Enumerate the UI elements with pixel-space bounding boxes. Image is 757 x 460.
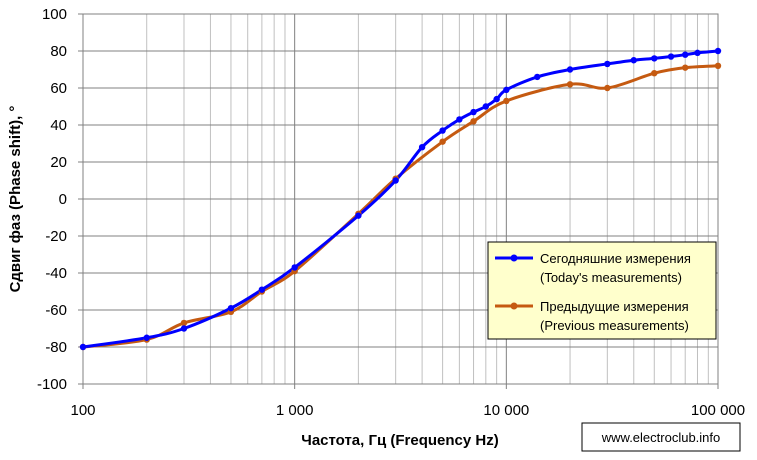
data-point-today xyxy=(482,103,490,110)
watermark-text: www.electroclub.info xyxy=(601,430,721,445)
data-point-today xyxy=(470,108,477,116)
data-point-today xyxy=(667,53,675,60)
y-tick-label: -60 xyxy=(45,302,67,319)
x-tick-label: 100 000 xyxy=(691,402,745,419)
data-point-today xyxy=(566,66,574,73)
y-tick-label: -100 xyxy=(37,376,67,393)
data-point-today xyxy=(79,343,87,351)
x-tick-label: 1 000 xyxy=(276,402,314,419)
data-point-today xyxy=(682,51,689,58)
legend-today-marker xyxy=(510,254,518,262)
data-point-today xyxy=(439,127,446,134)
data-point-today xyxy=(392,177,399,184)
y-axis-label: Сдвиг фаз (Phase shift), ° xyxy=(7,106,24,293)
series-line-previous xyxy=(82,64,719,349)
data-point-today xyxy=(227,304,235,312)
data-point-today xyxy=(714,47,722,55)
data-point-previous xyxy=(470,118,477,125)
data-point-previous xyxy=(651,70,658,77)
y-tick-label: 40 xyxy=(50,117,67,134)
data-point-today xyxy=(651,55,658,62)
legend-today-label-1: Сегодняшние измерения xyxy=(540,251,691,266)
y-tick-label: -80 xyxy=(45,339,67,356)
data-point-today xyxy=(143,334,150,341)
data-point-today xyxy=(180,325,188,332)
data-point-today xyxy=(493,95,500,103)
data-point-previous xyxy=(682,64,689,71)
legend-previous-marker xyxy=(510,302,518,310)
x-tick-label: 10 000 xyxy=(483,402,529,419)
data-point-previous xyxy=(180,319,188,327)
x-axis-label: Частота, Гц (Frequency Hz) xyxy=(301,432,498,449)
x-tick-label: 100 xyxy=(70,402,95,419)
data-point-today xyxy=(418,144,426,151)
data-point-today xyxy=(291,264,298,271)
y-tick-label: -40 xyxy=(45,265,67,282)
y-tick-label: 80 xyxy=(50,43,67,60)
data-point-previous xyxy=(439,138,446,145)
y-tick-label: 100 xyxy=(42,6,67,23)
data-point-today xyxy=(604,60,611,68)
data-point-today xyxy=(694,49,701,57)
data-point-today xyxy=(630,57,637,64)
data-point-today xyxy=(355,212,362,219)
data-point-previous xyxy=(604,84,611,92)
y-tick-label: -20 xyxy=(45,228,67,245)
watermark-box xyxy=(581,422,741,452)
y-tick-label: 20 xyxy=(50,154,67,171)
data-point-previous xyxy=(503,97,510,105)
series-points xyxy=(79,47,722,351)
data-point-previous xyxy=(714,62,722,69)
legend-today-label-2: (Today's measurements) xyxy=(540,270,682,285)
data-point-today xyxy=(534,73,541,81)
data-point-today xyxy=(503,86,510,94)
data-point-today xyxy=(456,116,463,123)
data-point-today xyxy=(258,286,266,293)
legend-previous-label-1: Предыдущие измерения xyxy=(540,299,689,314)
y-axis-tick-labels: -100 -80 -60 -40 -20 0 20 40 60 80 100 xyxy=(37,6,83,393)
legend-previous-label-2: (Previous measurements) xyxy=(540,318,689,333)
y-tick-label: 0 xyxy=(59,191,67,208)
watermark: www.electroclub.info xyxy=(581,422,741,452)
y-tick-label: 60 xyxy=(50,80,67,97)
data-point-previous xyxy=(566,81,574,88)
legend: Сегодняшние измерения (Today's measureme… xyxy=(487,241,717,340)
x-axis-tick-labels: 100 1 000 10 000 100 000 xyxy=(70,384,745,419)
